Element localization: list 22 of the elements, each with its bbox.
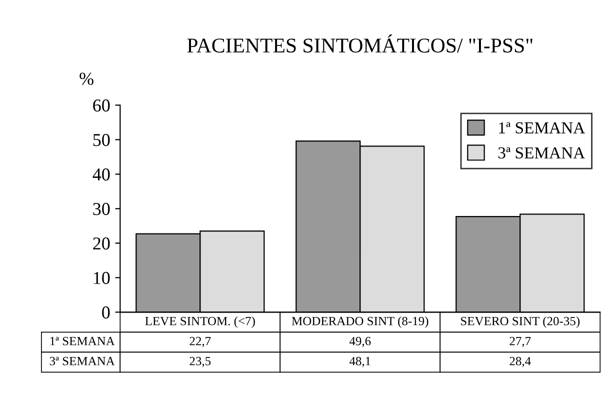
y-tick-label: 30 [93, 202, 110, 216]
text: 1ª SEMANA [50, 336, 115, 346]
legend-label: 1ª SEMANA [499, 122, 586, 134]
y-tick-label: 0 [102, 306, 110, 319]
data-label: 48,1 [349, 356, 370, 368]
text: 3ª SEMANA [50, 356, 115, 366]
x-tick-label: MODERADO SINT (8-19) [292, 316, 428, 328]
y-tick-label: 60 [93, 99, 110, 112]
y-tick-label: 10 [94, 272, 110, 284]
y-tick-label: 40 [92, 168, 110, 181]
x-tick-label: LEVE SINTOM. (<7) [145, 316, 255, 328]
y-axis-title: % [80, 72, 94, 85]
data-label: 27,7 [510, 336, 531, 348]
data-label: 23,5 [190, 356, 211, 368]
y-tick-label: 20 [93, 237, 110, 250]
data-label: 28,4 [510, 356, 531, 368]
data-label: 49,6 [349, 336, 371, 348]
legend-label: 3ª SEMANA [498, 147, 586, 159]
y-tick-label: 50 [93, 134, 110, 146]
data-label: 22,7 [190, 336, 211, 348]
chart-title: PACIENTES SINTOMÁTICOS/ "I-PSS" [187, 34, 532, 53]
x-tick-label: SEVERO SINT (20-35) [461, 316, 580, 328]
